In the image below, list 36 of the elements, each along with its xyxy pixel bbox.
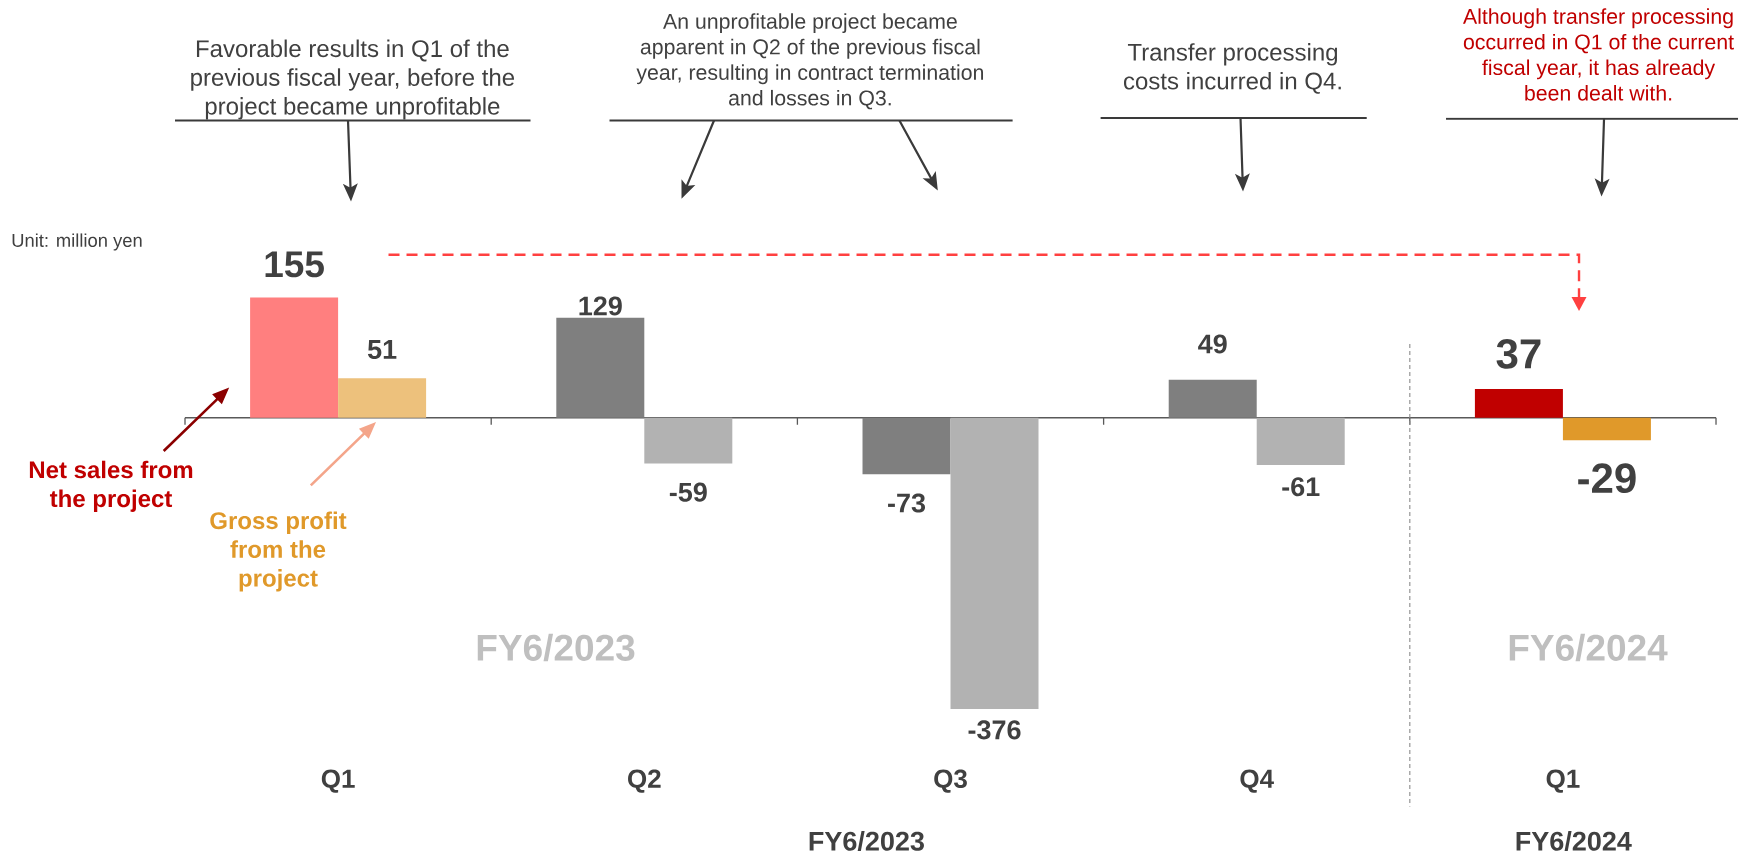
x-tick-label: Q1 <box>321 769 355 793</box>
text: Net sales from the project <box>29 460 193 512</box>
text: Gross profit from the project <box>210 511 347 592</box>
data-label: 129 <box>579 296 622 316</box>
data-label: 51 <box>367 340 397 359</box>
text: Although transfer processing occurred in Q1 of the current fiscal year, it has already been dealt with. <box>1463 8 1734 101</box>
data-label: 49 <box>1198 334 1227 354</box>
data-label: 155 <box>265 251 324 278</box>
text: FY6/2023 <box>809 830 924 852</box>
data-label: 37 <box>1496 339 1541 369</box>
data-label: -59 <box>669 482 707 502</box>
x-tick-label: Q1 <box>1546 769 1580 793</box>
data-label: -29 <box>1578 463 1636 494</box>
text: FY6/2024 <box>1516 830 1632 852</box>
x-tick-label: Q2 <box>628 769 661 793</box>
annotation: FY6/2024 <box>1509 633 1668 662</box>
data-label: -61 <box>1282 477 1320 497</box>
annotation: FY6/2023 <box>477 633 635 662</box>
text: Favorable results in Q1 of the previous fiscal year, before the project became unprofitable <box>191 39 515 120</box>
text: Unit: million yen <box>12 233 142 251</box>
bar <box>556 317 645 418</box>
bar <box>1168 379 1257 418</box>
bar <box>338 378 427 418</box>
text: An unprofitable project became apparent in Q2 of the previous fiscal year, resulting in contract termination and losses in Q3. <box>636 13 984 110</box>
bar <box>250 297 339 418</box>
bar <box>1562 417 1651 441</box>
bar <box>950 417 1039 710</box>
text: Transfer processing costs incurred in Q4. <box>1123 43 1341 94</box>
bar <box>1474 389 1563 418</box>
bar <box>1256 417 1345 465</box>
bar <box>862 417 951 475</box>
data-label: -73 <box>888 493 926 513</box>
x-tick-label: Q4 <box>1240 769 1274 793</box>
bar <box>644 417 733 464</box>
data-label: -376 <box>968 720 1021 740</box>
x-tick-label: Q3 <box>934 769 967 793</box>
